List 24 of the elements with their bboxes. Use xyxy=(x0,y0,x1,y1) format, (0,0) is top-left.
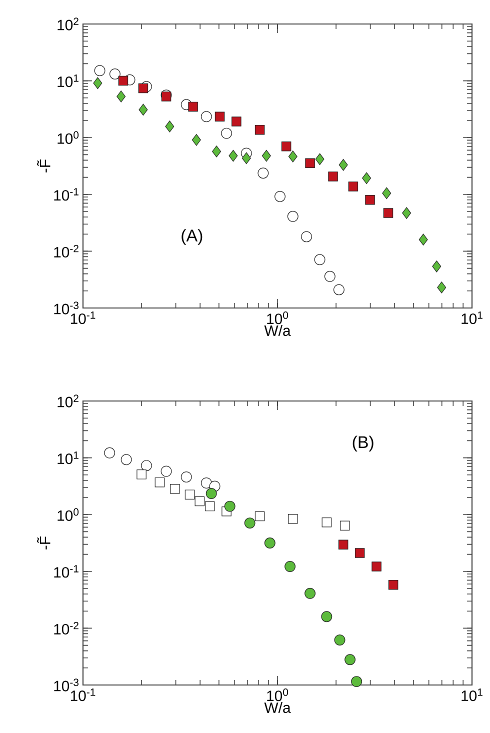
x-tick-label: 10$^{-1}$ xyxy=(70,312,96,324)
y-tick-label: 10$^{2}$ xyxy=(58,18,78,30)
x-axis-title: W/a xyxy=(264,702,291,713)
y-tick-label: 10$^{-2}$ xyxy=(54,622,78,635)
y-tick-label: 10$^{-3}$ xyxy=(54,678,79,692)
x-tick-label: 10$^{1}$ xyxy=(462,312,482,324)
y-tick-label: 10$^{2}$ xyxy=(58,394,78,408)
x-tick-label: 10$^{-1}$ xyxy=(70,688,96,702)
y-tick-label: 10$^{-2}$ xyxy=(54,244,78,258)
x-tick-label: 10$^{0}$ xyxy=(267,688,288,702)
x-tick-label: 10$^{1}$ xyxy=(462,688,482,702)
y-tick-label: 10$^{0}$ xyxy=(58,508,79,521)
y-tick-label: 10$^{1}$ xyxy=(58,74,78,88)
y-tick-label: 10$^{1}$ xyxy=(58,452,78,464)
annotation: (B) xyxy=(352,436,374,452)
y-tick-label: 10$^{-1}$ xyxy=(54,188,78,201)
x-tick-label: 10$^{0}$ xyxy=(267,312,288,324)
x-axis-title: W/a xyxy=(264,325,291,336)
y-axis-title: -F̃ xyxy=(37,160,50,172)
y-tick-label: 10$^{-1}$ xyxy=(54,565,78,578)
y-tick-label: 10$^{0}$ xyxy=(58,131,79,144)
annotation: (A) xyxy=(182,229,202,245)
y-tick-label: 10$^{-3}$ xyxy=(54,302,79,314)
y-axis-title: -F̃ xyxy=(37,536,50,550)
